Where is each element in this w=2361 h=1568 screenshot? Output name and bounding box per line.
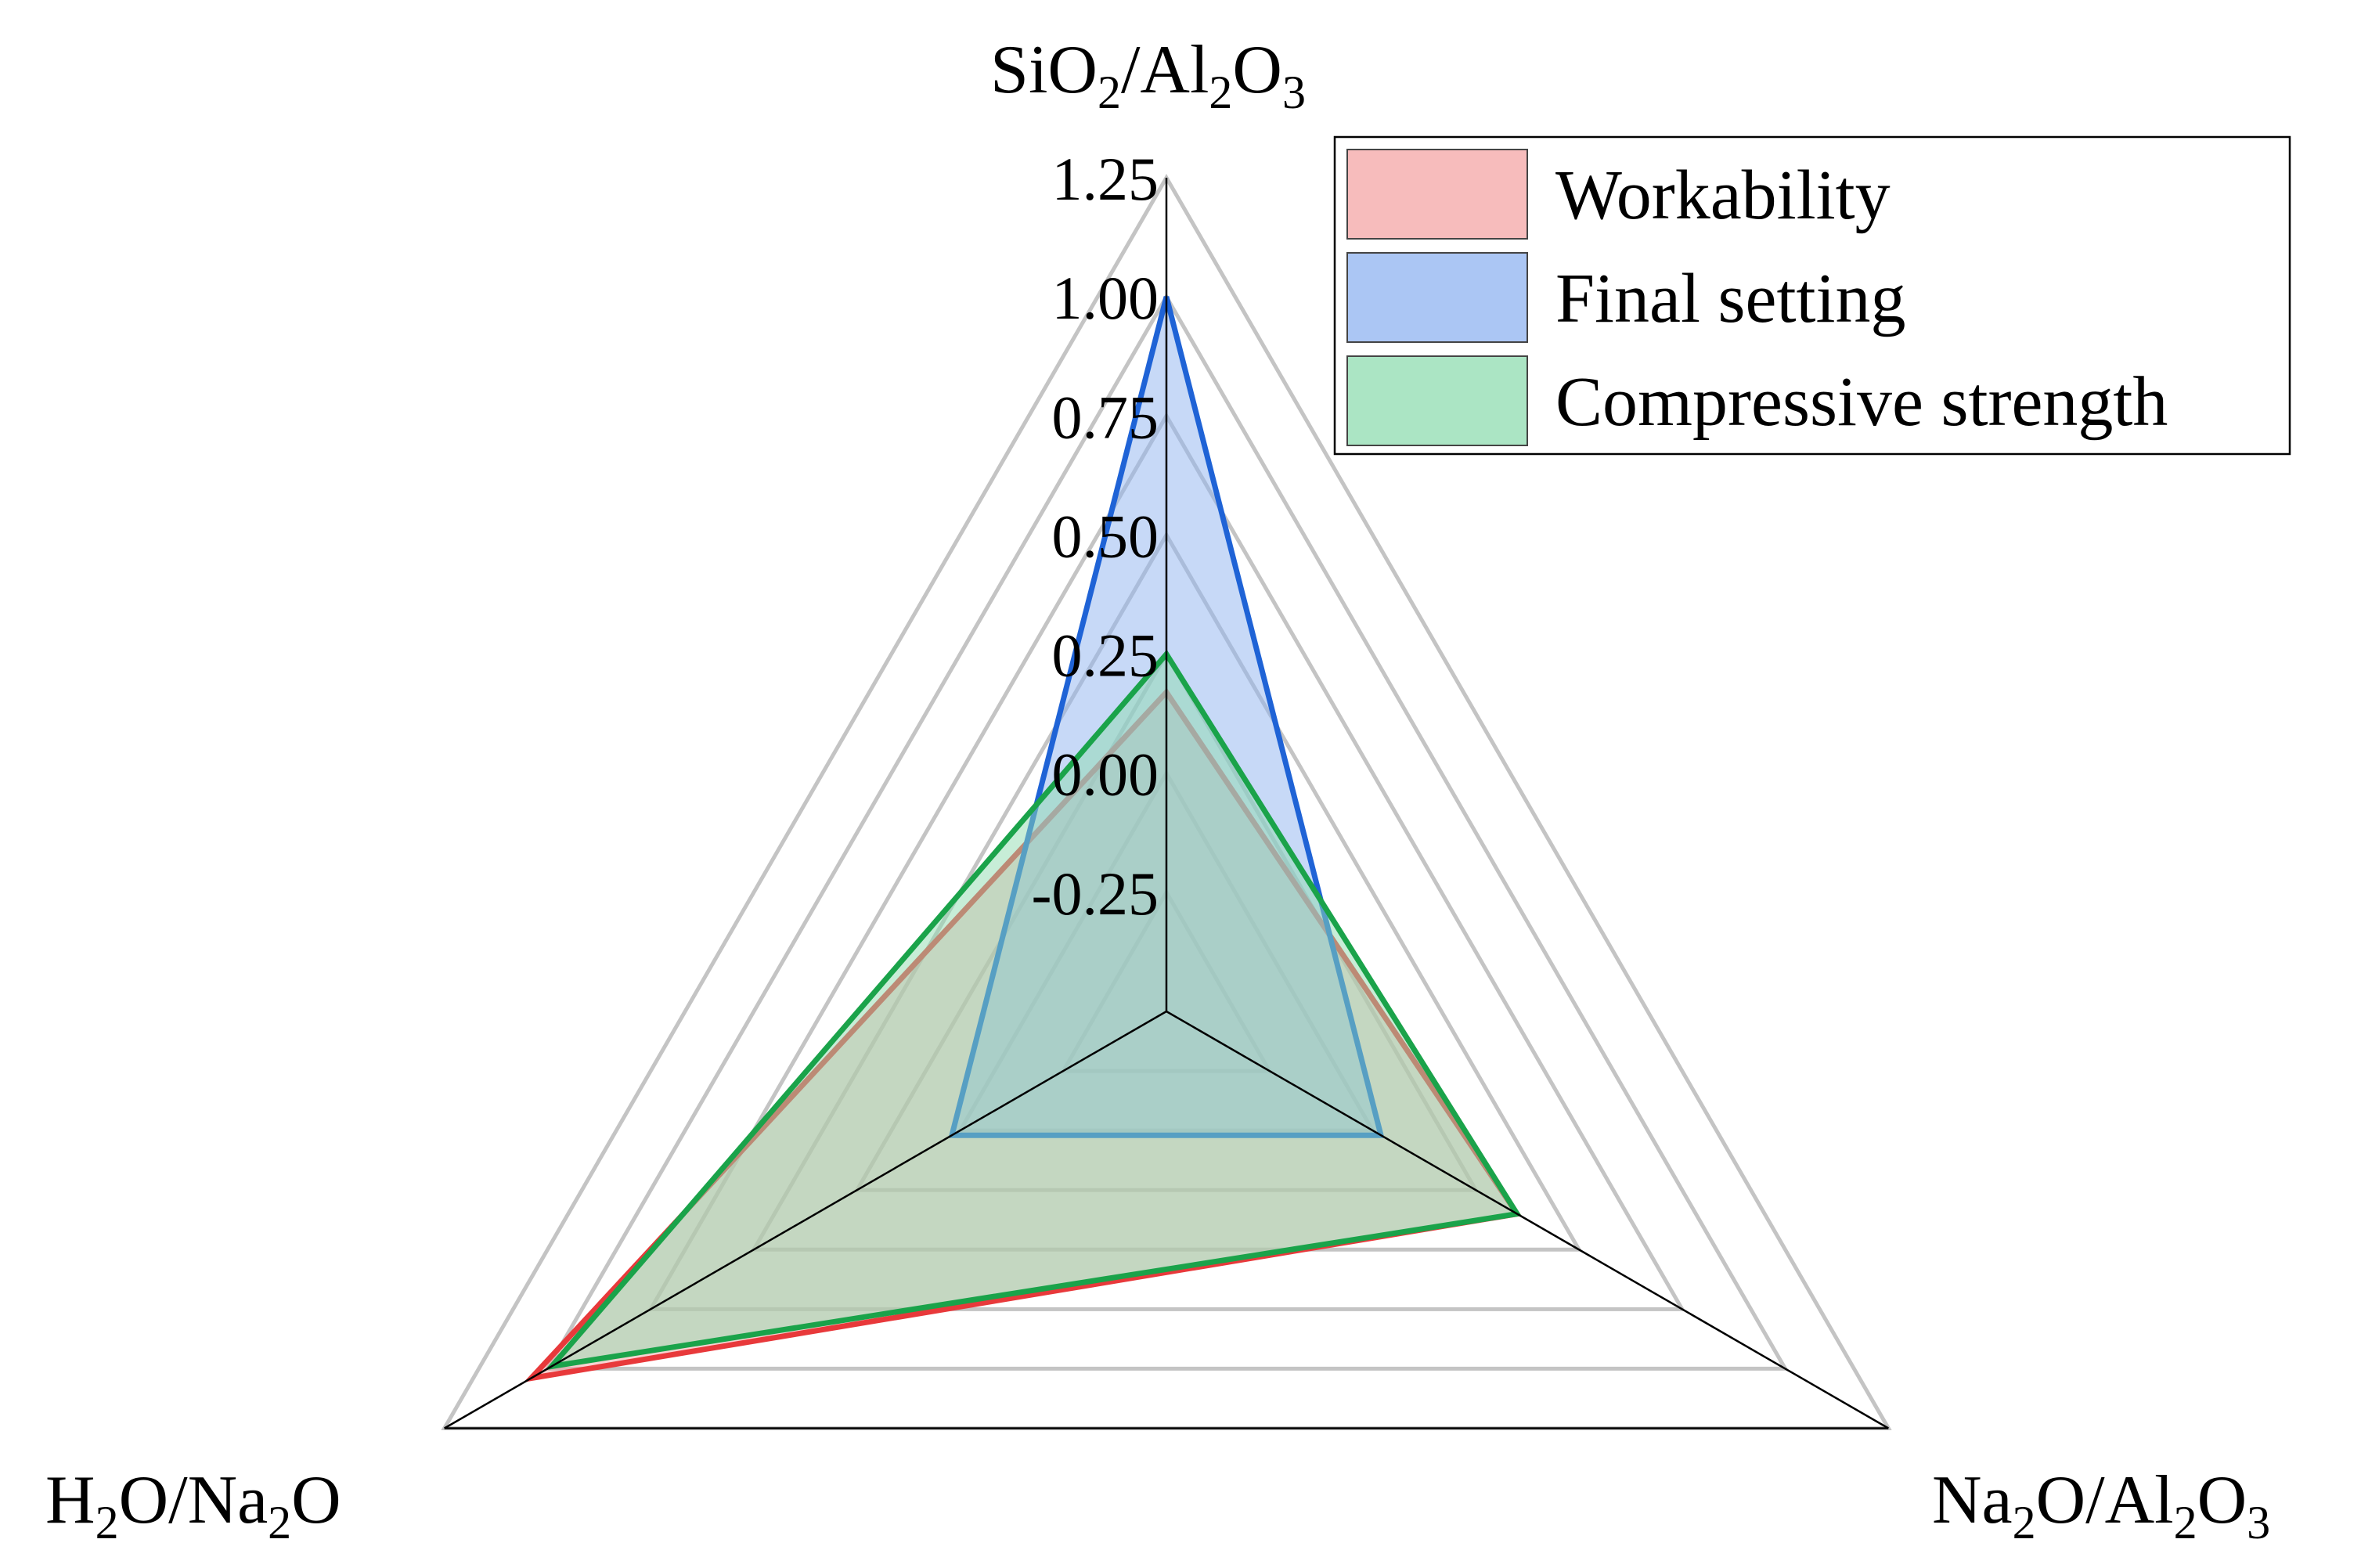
tick-label: 0.00 bbox=[1052, 741, 1159, 809]
legend-label-2: Compressive strength bbox=[1555, 363, 2168, 441]
tick-label: 0.75 bbox=[1052, 383, 1159, 451]
tick-label: 0.25 bbox=[1052, 622, 1159, 690]
axis-label-2: H2O/Na2O bbox=[45, 1462, 341, 1548]
axis-spoke-2 bbox=[444, 1010, 1167, 1429]
axis-label-0: SiO2/Al2O3 bbox=[990, 32, 1306, 118]
tick-label: 0.50 bbox=[1052, 502, 1159, 570]
tick-label: -0.25 bbox=[1032, 860, 1159, 928]
axis-spoke-1 bbox=[1166, 1010, 1889, 1429]
legend-swatch-0 bbox=[1346, 149, 1528, 240]
grid-ring-5 bbox=[544, 293, 1789, 1371]
radar-series bbox=[523, 296, 1522, 1382]
radar-axes bbox=[444, 178, 1889, 1429]
tick-label: 1.25 bbox=[1052, 145, 1159, 213]
grid-ring-4 bbox=[647, 412, 1686, 1311]
legend: Workability Final setting Compressive stre… bbox=[1333, 135, 2291, 456]
legend-label-0: Workability bbox=[1555, 157, 1891, 234]
axis-label-1: Na2O/Al2O3 bbox=[1932, 1462, 2270, 1548]
legend-swatch-1 bbox=[1346, 252, 1528, 343]
radar-tick-labels: -0.25 0.00 0.25 0.50 0.75 1.00 1.25 bbox=[1032, 145, 1159, 928]
radar-axis-labels: SiO2/Al2O3 Na2O/Al2O3 H2O/Na2O bbox=[45, 32, 2270, 1548]
tick-label: 1.00 bbox=[1052, 264, 1159, 332]
series-area-compressive-strength bbox=[544, 649, 1522, 1371]
legend-swatch-2 bbox=[1346, 355, 1528, 446]
legend-label-1: Final setting bbox=[1555, 260, 1906, 337]
